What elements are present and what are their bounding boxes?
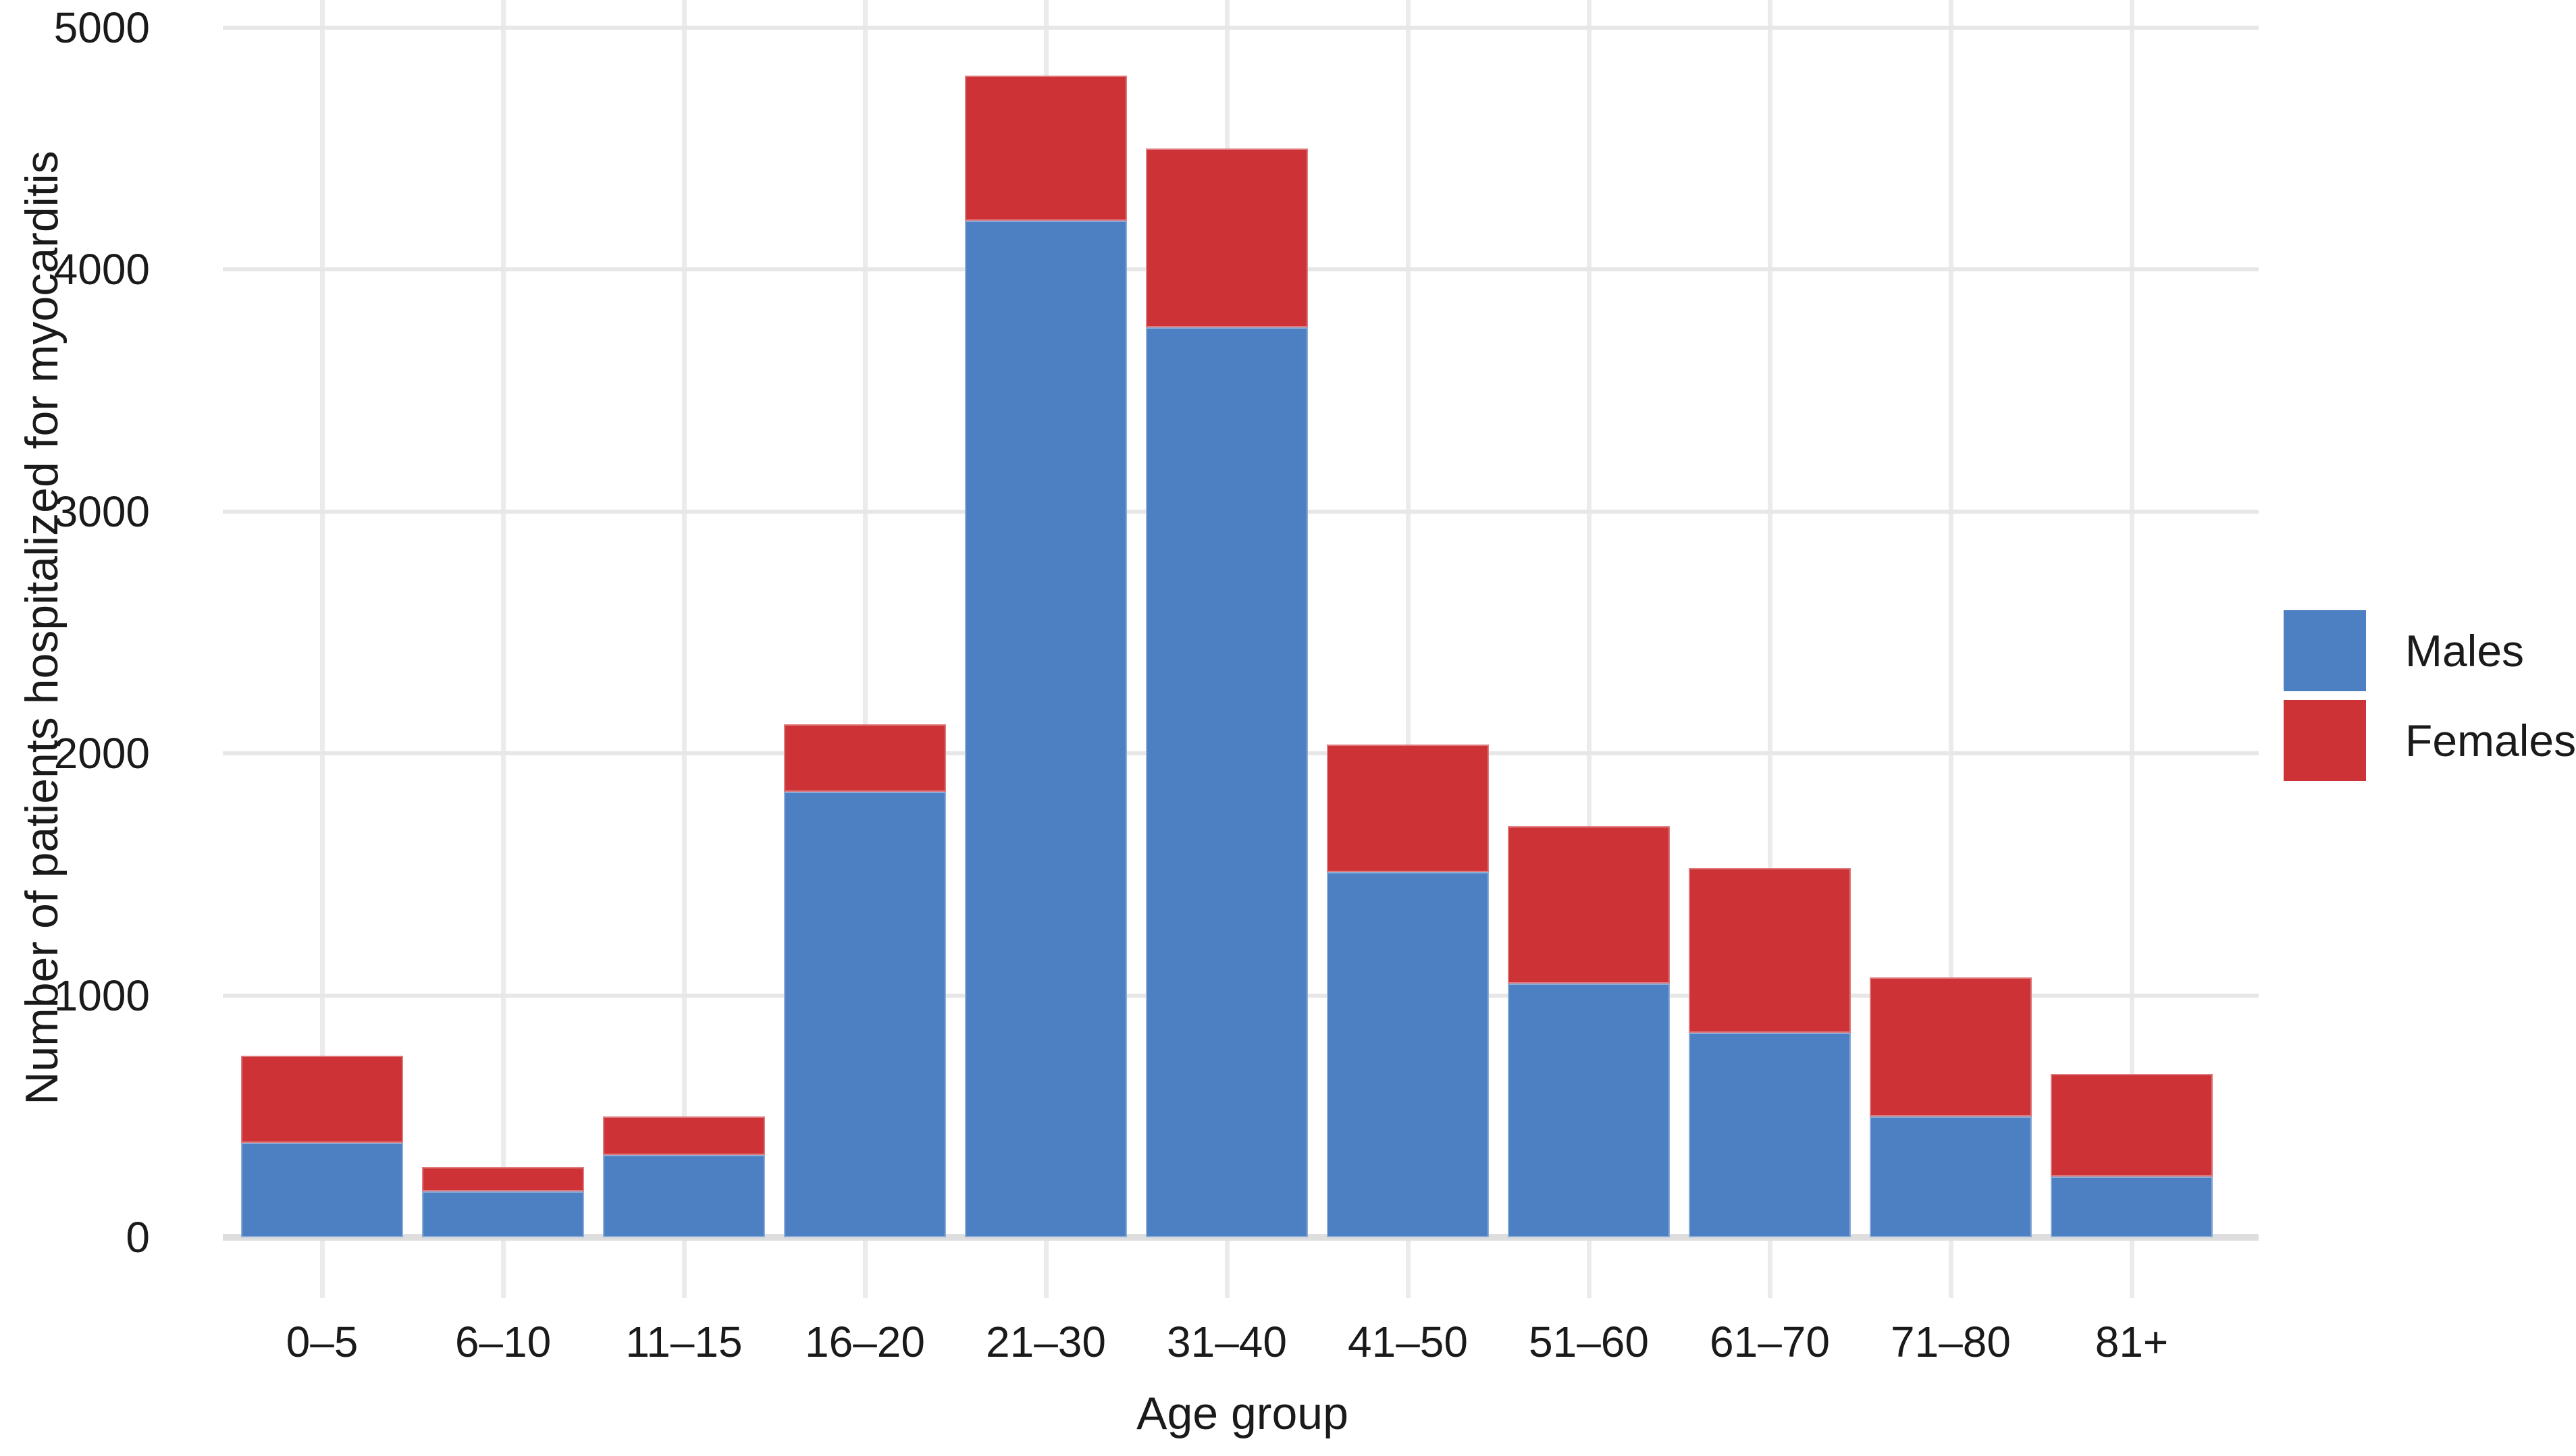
bar-males-segment <box>603 1155 765 1237</box>
bar-females-segment <box>1689 868 1851 1033</box>
gridline-vertical <box>500 0 506 1298</box>
x-tick-label: 0–5 <box>286 1318 359 1366</box>
females-color-swatch <box>2284 700 2366 781</box>
y-axis-title: Number of patients hospitalized for myoc… <box>16 151 68 1105</box>
bar-females-segment <box>241 1056 403 1143</box>
bar-females-segment <box>1870 977 2032 1116</box>
bar-females-segment <box>603 1116 765 1156</box>
x-tick-label: 11–15 <box>625 1318 743 1366</box>
y-tick-label: 4000 <box>53 245 150 294</box>
bar-males-segment <box>1689 1033 1851 1237</box>
bar-males-segment <box>422 1191 584 1237</box>
males-color-swatch <box>2284 610 2366 691</box>
gridline-vertical <box>1586 0 1592 1298</box>
legend: Males Females <box>2284 610 2576 790</box>
y-tick-label: 0 <box>126 1213 150 1262</box>
y-tick-label: 3000 <box>53 487 150 536</box>
bar-males-segment <box>784 792 946 1237</box>
legend-label-males: Males <box>2405 626 2525 676</box>
bar-females-segment <box>2051 1074 2213 1177</box>
bar-females-segment <box>1146 148 1308 328</box>
x-tick-label: 41–50 <box>1348 1318 1468 1366</box>
gridline-vertical <box>1405 0 1411 1298</box>
x-axis-title: Age group <box>1136 1388 1348 1439</box>
gridline-vertical <box>681 0 687 1298</box>
bar-males-segment <box>965 221 1127 1237</box>
bar-males-segment <box>1508 983 1670 1237</box>
gridline-vertical <box>319 0 325 1298</box>
bar-males-segment <box>1327 871 1489 1237</box>
bar-males-segment <box>1146 327 1308 1237</box>
x-tick-label: 51–60 <box>1529 1318 1649 1366</box>
bar-males-segment <box>2051 1177 2213 1237</box>
gridline-horizontal <box>223 25 2259 30</box>
legend-label-females: Females <box>2405 716 2576 765</box>
bar-females-segment <box>1508 826 1670 983</box>
legend-item-females: Females <box>2284 700 2576 781</box>
x-tick-label: 71–80 <box>1891 1318 2011 1366</box>
bar-males-segment <box>241 1143 403 1237</box>
gridline-vertical <box>1948 0 1953 1298</box>
y-tick-label: 1000 <box>53 971 150 1020</box>
x-tick-label: 16–20 <box>805 1318 925 1366</box>
x-tick-label: 31–40 <box>1167 1318 1287 1366</box>
bar-females-segment <box>1327 745 1489 872</box>
gridline-horizontal <box>223 1234 2259 1241</box>
x-tick-label: 21–30 <box>986 1318 1106 1366</box>
bar-females-segment <box>784 724 946 792</box>
legend-item-males: Males <box>2284 610 2576 691</box>
gridline-vertical <box>2129 0 2134 1298</box>
bar-females-segment <box>965 76 1127 221</box>
y-tick-label: 5000 <box>53 3 150 52</box>
x-tick-label: 61–70 <box>1710 1318 1830 1366</box>
y-tick-label: 2000 <box>53 729 150 778</box>
bar-males-segment <box>1870 1116 2032 1237</box>
x-tick-label: 81+ <box>2095 1318 2169 1366</box>
gridline-vertical <box>1767 0 1772 1298</box>
x-tick-label: 6–10 <box>454 1318 552 1366</box>
bar-females-segment <box>422 1167 584 1191</box>
gridline-vertical <box>862 0 868 1298</box>
